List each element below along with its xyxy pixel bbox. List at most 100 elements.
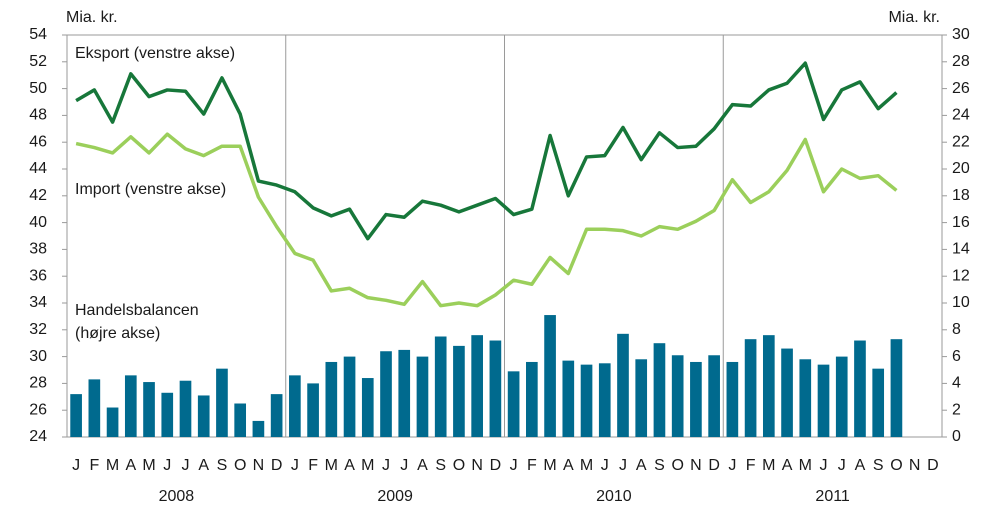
bar — [398, 349, 411, 437]
bar — [598, 363, 611, 437]
bar — [580, 364, 593, 437]
y-tick-label: 52 — [29, 53, 47, 70]
x-tick-label: M — [106, 457, 119, 474]
y-tick-label: 26 — [29, 401, 47, 418]
x-tick-label: J — [619, 457, 627, 474]
x-tick-label: M — [580, 457, 593, 474]
x-tick-label: F — [308, 457, 318, 474]
x-tick-label: A — [636, 457, 647, 474]
y2-tick-label: 24 — [952, 107, 970, 124]
x-tick-label: A — [782, 457, 793, 474]
bar — [854, 340, 866, 437]
year-label: 2011 — [815, 488, 850, 505]
bar — [781, 348, 793, 437]
x-tick-label: S — [435, 457, 446, 474]
bar — [890, 339, 903, 437]
series-label: Import (venstre akse) — [75, 181, 226, 198]
x-tick-label: J — [601, 457, 609, 474]
bar — [197, 395, 210, 437]
bar — [380, 351, 392, 437]
x-tick-label: J — [400, 457, 408, 474]
bar — [216, 368, 228, 437]
y2-tick-label: 28 — [952, 53, 970, 70]
x-tick-label: A — [855, 457, 866, 474]
y-tick-label: 54 — [29, 26, 47, 43]
bar — [434, 336, 447, 437]
x-tick-label: J — [820, 457, 828, 474]
line — [75, 132, 898, 308]
y-tick-label: 44 — [29, 160, 47, 177]
bar — [507, 371, 520, 437]
bar — [617, 333, 629, 437]
bar — [544, 315, 556, 437]
x-tick-label: N — [909, 457, 921, 474]
x-tick-label: J — [382, 457, 390, 474]
x-tick-label: D — [708, 457, 720, 474]
bar — [361, 378, 374, 437]
bar — [799, 359, 812, 437]
x-tick-label: A — [417, 457, 428, 474]
y2-tick-label: 10 — [952, 294, 970, 311]
bar — [179, 380, 192, 437]
bar — [562, 360, 575, 437]
x-tick-label: D — [271, 457, 283, 474]
bar — [416, 356, 429, 437]
y-axis-label: Mia. kr. — [66, 9, 118, 26]
x-tick-label: M — [543, 457, 556, 474]
y-tick-label: 36 — [29, 267, 47, 284]
bar — [635, 359, 648, 437]
bar — [289, 375, 301, 437]
bar — [343, 356, 356, 437]
bar — [526, 361, 538, 437]
y2-tick-label: 2 — [952, 401, 961, 418]
y-tick-label: 38 — [29, 241, 47, 258]
bar — [234, 403, 247, 437]
bar — [161, 392, 174, 437]
x-tick-label: F — [527, 457, 537, 474]
bar — [106, 407, 119, 437]
x-tick-label: J — [510, 457, 518, 474]
y-tick-label: 28 — [29, 375, 47, 392]
series-label: Handelsbalancen — [75, 302, 199, 319]
y2-tick-label: 30 — [952, 26, 970, 43]
x-tick-label: A — [125, 457, 136, 474]
bar — [726, 361, 739, 437]
x-tick-label: N — [253, 457, 265, 474]
x-tick-label: M — [361, 457, 374, 474]
y-tick-label: 40 — [29, 214, 47, 231]
year-label: 2010 — [596, 488, 632, 505]
bar — [471, 335, 483, 437]
y2-tick-label: 6 — [952, 348, 961, 365]
y-tick-label: 34 — [29, 294, 47, 311]
x-tick-label: N — [690, 457, 702, 474]
bar — [708, 355, 720, 437]
x-tick-label: S — [873, 457, 884, 474]
y2-tick-label: 0 — [952, 428, 961, 445]
x-tick-label: A — [344, 457, 355, 474]
bar — [88, 379, 101, 437]
bar — [325, 361, 338, 437]
y2-tick-label: 20 — [952, 160, 970, 177]
y2-tick-label: 4 — [952, 375, 961, 392]
y-tick-label: 24 — [29, 428, 47, 445]
y2-tick-label: 18 — [952, 187, 970, 204]
x-tick-label: J — [163, 457, 171, 474]
bar — [489, 340, 502, 437]
x-tick-label: A — [563, 457, 574, 474]
bar — [70, 394, 82, 437]
x-tick-label: J — [728, 457, 736, 474]
x-tick-label: O — [890, 457, 902, 474]
x-tick-label: J — [181, 457, 189, 474]
bar — [252, 420, 265, 437]
x-tick-label: J — [72, 457, 80, 474]
bar — [143, 382, 155, 437]
bar — [690, 361, 702, 437]
x-tick-label: S — [654, 457, 665, 474]
bar — [124, 375, 137, 437]
y-tick-label: 48 — [29, 107, 47, 124]
bar — [835, 356, 848, 437]
x-tick-label: S — [217, 457, 228, 474]
year-label: 2008 — [159, 488, 195, 505]
y2-tick-label: 22 — [952, 133, 970, 150]
